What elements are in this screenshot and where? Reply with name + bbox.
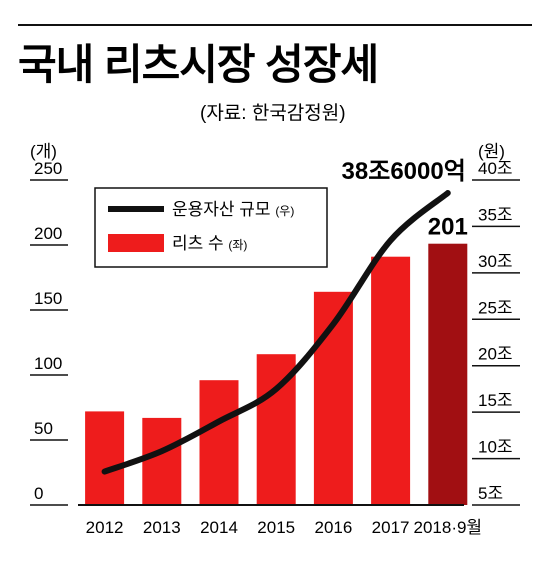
line-series <box>101 190 451 475</box>
left-axis-tick: 0 <box>34 484 43 503</box>
last-bar-value-label: 201 <box>428 214 468 241</box>
legend-box <box>94 187 328 268</box>
bar <box>428 243 468 505</box>
chart-source: (자료: 한국감정원) <box>200 103 346 124</box>
left-axis-tick: 100 <box>34 354 62 373</box>
right-axis-tick: 35조 <box>478 205 513 224</box>
left-axis-tick: 50 <box>34 419 53 438</box>
x-axis-tick: 2018·9월 <box>414 518 483 537</box>
left-axis-tick: 250 <box>34 159 62 178</box>
legend-line-name: 운용자산 규모 <box>172 200 271 219</box>
x-axis-tick: 2013 <box>143 518 181 537</box>
right-axis-tick: 15조 <box>478 391 513 410</box>
line-path <box>101 190 451 475</box>
line-last-value-label: 38조6000억 <box>342 158 466 185</box>
legend-bar-note: (좌) <box>228 238 247 252</box>
right-axis-tick: 5조 <box>478 484 503 503</box>
right-axis-unit: (원) <box>478 142 505 161</box>
bar <box>85 411 125 505</box>
right-axis-tick: 40조 <box>478 159 513 178</box>
chart-title: 국내 리츠시장 성장세 <box>18 41 379 88</box>
legend-bar-label: 리츠 수 (좌) <box>172 234 247 253</box>
legend: 운용자산 규모 (우) 리츠 수 (좌) <box>94 187 328 268</box>
left-axis-tick: 150 <box>34 289 62 308</box>
legend-line-note: (우) <box>275 204 294 218</box>
x-axis-tick: 2015 <box>257 518 295 537</box>
bar-series <box>85 243 468 505</box>
right-axis-tick: 10조 <box>478 438 513 457</box>
right-axis-tick: 30조 <box>478 252 513 271</box>
x-axis-tick: 2012 <box>86 518 124 537</box>
right-axis-tick: 25조 <box>478 298 513 317</box>
bar <box>199 380 239 505</box>
right-axis-tick: 20조 <box>478 345 513 364</box>
legend-bar-name: 리츠 수 <box>172 234 224 253</box>
x-axis-ticks: 2012 2013 2014 2015 2016 2017 2018·9월 <box>86 518 482 537</box>
legend-bar-swatch <box>108 234 164 252</box>
x-axis-tick: 2017 <box>372 518 410 537</box>
left-axis-unit: (개) <box>30 142 57 161</box>
bar <box>371 256 411 505</box>
x-axis-tick: 2016 <box>314 518 352 537</box>
top-rule <box>18 24 532 26</box>
left-axis-tick: 200 <box>34 224 62 243</box>
x-axis-tick: 2014 <box>200 518 238 537</box>
left-axis: (개) 0 50 100 150 200 250 <box>30 142 68 506</box>
annotations: 38조6000억 201 <box>342 158 468 241</box>
bar <box>142 417 182 505</box>
right-axis: (원) 5조 10조 15조 20조 25조 30조 35조 40조 <box>472 142 520 506</box>
legend-line-label: 운용자산 규모 (우) <box>172 200 294 219</box>
